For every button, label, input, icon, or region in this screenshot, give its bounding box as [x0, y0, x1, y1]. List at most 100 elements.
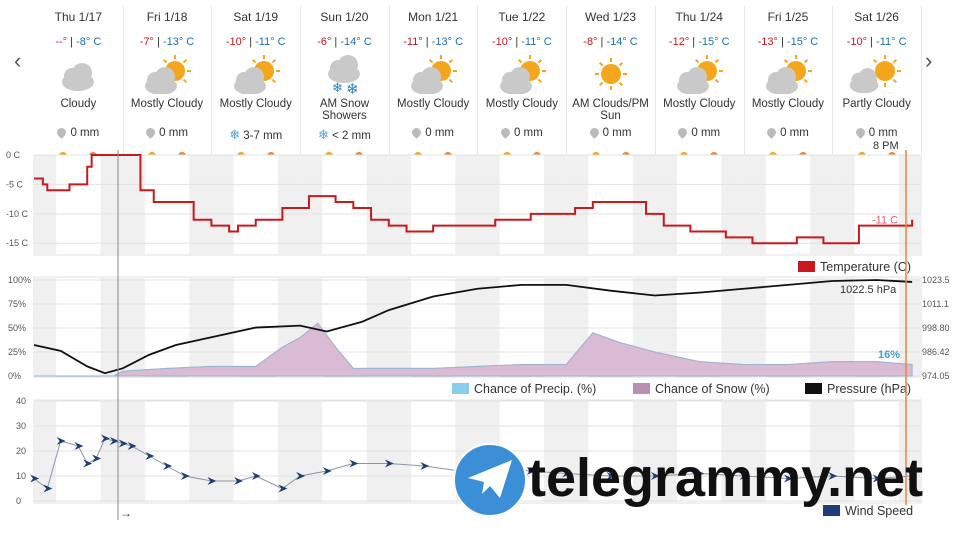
condition-text: Mostly Cloudy — [751, 98, 825, 110]
wind-arrow-icon — [828, 472, 838, 480]
precip-amount: 0 mm — [744, 126, 833, 141]
temperature-annotation: -11 C — [872, 215, 898, 227]
wind-arrow-icon — [30, 474, 39, 483]
forecast-day[interactable]: Thu 1/17 --° | -8° C Cloudy 0 mm — [34, 6, 124, 156]
temperature-range: -12° | -15° C — [668, 36, 730, 48]
wind-arrow-icon — [650, 472, 660, 480]
y-tick-label: 100% — [8, 275, 31, 285]
y-tick-label: 0 C — [6, 150, 21, 160]
wind-arrow-icon — [127, 442, 137, 450]
y-tick-label: 0 — [16, 496, 21, 506]
wind-arrow-icon — [908, 472, 918, 480]
wind-arrow-icon — [251, 472, 261, 480]
forecast-day[interactable]: Sun 1/20 -6° | -14° C ❄ ❄ AM Snow Showers ❄ <… — [300, 6, 390, 156]
temperature-range: -7° | -13° C — [139, 36, 195, 48]
wind-arrow-icon — [783, 474, 793, 483]
y-tick-label-right: 986.42 — [922, 347, 950, 357]
forecast-day[interactable]: Thu 1/24 -12° | -15° C Mostly Cloudy 0 mm — [655, 6, 745, 156]
night-shade — [544, 155, 567, 255]
night-shade — [898, 155, 921, 255]
condition-text: Mostly Cloudy — [485, 98, 558, 110]
day-name: Fri 1/25 — [767, 10, 809, 24]
condition-text: Mostly Cloudy — [219, 98, 292, 110]
day-name: Thu 1/17 — [54, 10, 103, 24]
night-shade — [477, 277, 500, 377]
night-shade — [388, 277, 411, 377]
precip-legend-swatch — [452, 383, 469, 394]
wind-arrow-icon — [296, 472, 306, 480]
forecast-day[interactable]: Fri 1/18 -7° | -13° C Mostly Cloudy 0 mm — [123, 6, 213, 156]
day-name: Sun 1/20 — [320, 10, 369, 24]
night-shade — [721, 277, 744, 377]
day-name: Wed 1/23 — [584, 10, 637, 24]
sun-times-icon — [744, 143, 833, 156]
sun-times-icon — [389, 143, 478, 156]
wind-arrow-icon — [526, 467, 536, 475]
night-shade — [300, 155, 323, 255]
night-shade — [211, 277, 234, 377]
sun-times-icon — [211, 143, 300, 156]
forecast-day[interactable]: Wed 1/23 -8° | -14° C AM Clouds/PM Sun 0 mm — [566, 6, 656, 156]
partly-cloudy-icon — [847, 54, 907, 94]
temperature-range: -8° | -14° C — [583, 36, 638, 48]
temperature-range: -11° | -13° C — [403, 36, 464, 48]
night-shade — [34, 277, 57, 377]
snowflake-icon: ❄ — [229, 127, 241, 142]
precip-amount: ❄ 3-7 mm — [229, 127, 283, 142]
forecast-day[interactable]: Sat 1/19 -10° | -11° C Mostly Cloudy ❄ 3-7 … — [211, 6, 302, 156]
day-name: Tue 1/22 — [498, 10, 546, 24]
mostly-cloudy-icon — [758, 54, 818, 95]
snow-legend-swatch — [633, 383, 650, 394]
precip-legend-label: Chance of Precip. (%) — [474, 382, 596, 396]
y-tick-label: 25% — [8, 347, 26, 357]
sun-times-icon — [832, 143, 921, 156]
wind-arrow-icon — [562, 469, 572, 478]
y-tick-label: 20 — [16, 446, 26, 456]
wind-arrow-icon — [384, 459, 394, 468]
cloudy-icon — [48, 54, 108, 94]
night-shade — [832, 155, 855, 255]
precip-amount: 0 mm — [566, 126, 655, 141]
wind-arrow-icon — [100, 434, 110, 443]
night-shade — [366, 155, 389, 255]
night-shade — [366, 277, 389, 377]
y-tick-label-right: 998.80 — [922, 323, 950, 333]
next-arrow-icon[interactable]: › — [925, 48, 933, 73]
y-tick-label: 10 — [16, 471, 26, 481]
condition-text: Partly Cloudy — [842, 98, 911, 110]
night-shade — [743, 277, 766, 377]
snowflake-icon: ❄ — [318, 127, 329, 142]
night-shade — [566, 155, 589, 255]
temperature-range: -6° | -14° C — [317, 36, 372, 48]
night-shade — [100, 155, 123, 255]
cursor-arrow-icon: → — [120, 506, 132, 520]
wind-arrow-icon — [349, 459, 359, 468]
forecast-strip: Thu 1/17 --° | -8° C Cloudy 0 mm Fri 1/18 -7°… — [34, 6, 922, 156]
temperature-range: -10° | -11° C — [846, 36, 907, 48]
sun-times-icon — [566, 143, 655, 156]
precip-amount: 0 mm — [832, 126, 921, 141]
wind-arrow-icon — [145, 452, 155, 460]
wind-arrow-icon — [163, 462, 173, 470]
forecast-day[interactable]: Sat 1/26 -10° | -11° C Partly Cloudy 0 mm — [832, 6, 922, 156]
sun-times-icon — [478, 143, 567, 156]
night-shade — [544, 277, 567, 377]
forecast-day[interactable]: Mon 1/21 -11° | -13° C Mostly Cloudy 0 mm — [389, 6, 479, 156]
wind-arrow-icon — [92, 454, 102, 463]
y-tick-label: 30 — [16, 421, 26, 431]
wind-arrow-icon — [180, 472, 190, 480]
forecast-day[interactable]: Fri 1/25 -13° | -15° C Mostly Cloudy 0 mm — [744, 6, 834, 156]
previous-arrow-icon[interactable]: ‹ — [14, 48, 22, 73]
y-tick-label-right: 1011.1 — [922, 299, 949, 309]
night-shade — [721, 155, 744, 255]
temperature-range: -10° | -11° C — [491, 36, 552, 48]
day-name: Sat 1/19 — [233, 10, 279, 24]
temperature-legend-label: Temperature (C) — [820, 260, 911, 274]
forecast-day[interactable]: Tue 1/22 -10° | -11° C Mostly Cloudy 0 mm — [478, 6, 568, 156]
wind-arrow-icon — [739, 472, 749, 480]
sun-times-icon — [300, 143, 389, 156]
telegram-plane-icon — [468, 460, 512, 498]
night-shade — [654, 155, 678, 255]
wind-arrow-icon — [278, 484, 288, 493]
